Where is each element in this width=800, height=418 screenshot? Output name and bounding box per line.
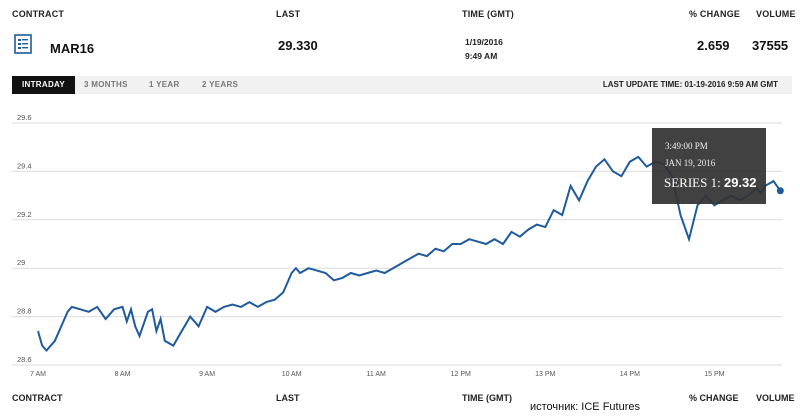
header-change-label: % CHANGE (689, 9, 741, 19)
x-axis: 7 AM 8 AM 9 AM 10 AM 11 AM 12 PM 13 PM 14 PM 15 … (30, 371, 725, 378)
tab-2-years[interactable]: 2 YEARS (202, 80, 239, 89)
x-tick-label: 8 AM (115, 371, 131, 378)
header-contract-label: CONTRACT (12, 9, 65, 19)
x-tick-label: 10 AM (282, 371, 302, 378)
tab-intraday[interactable]: INTRADAY (12, 76, 75, 94)
chart-tooltip: 3:49:00 PM JAN 19, 2016 SERIES 1: 29.32 (652, 128, 766, 204)
y-tick-label: 29.6 (17, 113, 32, 122)
footer-volume-label: VOLUME (756, 393, 795, 403)
x-tick-label: 9 AM (199, 371, 215, 378)
tab-3-months[interactable]: 3 MONTHS (84, 80, 128, 89)
header-volume-label: VOLUME (756, 9, 796, 19)
x-tick-label: 14 PM (620, 371, 640, 378)
y-tick-label: 29 (17, 258, 25, 267)
document-icon[interactable] (14, 34, 32, 54)
last-update-time: LAST UPDATE TIME: 01-19-2016 9:59 AM GMT (602, 80, 778, 89)
y-tick-label: 28.8 (17, 307, 32, 316)
series-1-end-marker[interactable] (776, 187, 784, 195)
tab-1-year[interactable]: 1 YEAR (149, 80, 180, 89)
tooltip-date: JAN 19, 2016 (665, 158, 716, 168)
last-price: 29.330 (278, 38, 318, 53)
chart-grid (12, 122, 782, 366)
y-tick-label: 29.2 (17, 210, 32, 219)
x-tick-label: 15 PM (704, 371, 724, 378)
x-tick-label: 7 AM (30, 371, 46, 378)
y-axis: 29.6 29.4 29.2 29 28.8 28.6 (17, 113, 32, 364)
x-tick-label: 12 PM (451, 371, 471, 378)
range-tabs: INTRADAY 3 MONTHS 1 YEAR 2 YEARS LAST UP… (12, 76, 792, 94)
volume-value: 37555 (752, 38, 789, 53)
tooltip-time: 3:49:00 PM (665, 141, 708, 151)
footer-change-label: % CHANGE (689, 393, 739, 403)
tooltip-series-label: SERIES 1: (664, 175, 721, 190)
footer-last-label: LAST (276, 393, 300, 403)
tooltip-series-value: 29.32 (723, 175, 757, 190)
contract-name[interactable]: MAR16 (50, 41, 95, 56)
header-time-label: TIME (GMT) (462, 9, 514, 19)
tooltip-series: SERIES 1: 29.32 (664, 175, 757, 191)
x-tick-label: 13 PM (535, 371, 555, 378)
footer-contract-label: CONTRACT (12, 393, 63, 403)
quote-date: 1/19/2016 (465, 37, 503, 47)
footer-time-label: TIME (GMT) (462, 393, 512, 403)
header-last-label: LAST (276, 9, 301, 19)
quote-time: 9:49 AM (465, 51, 498, 61)
x-tick-label: 11 AM (367, 371, 386, 378)
data-source: источник: ICE Futures (530, 401, 640, 413)
y-tick-label: 28.6 (17, 355, 32, 364)
y-tick-label: 29.4 (17, 161, 32, 170)
percent-change: 2.659 (697, 38, 730, 53)
